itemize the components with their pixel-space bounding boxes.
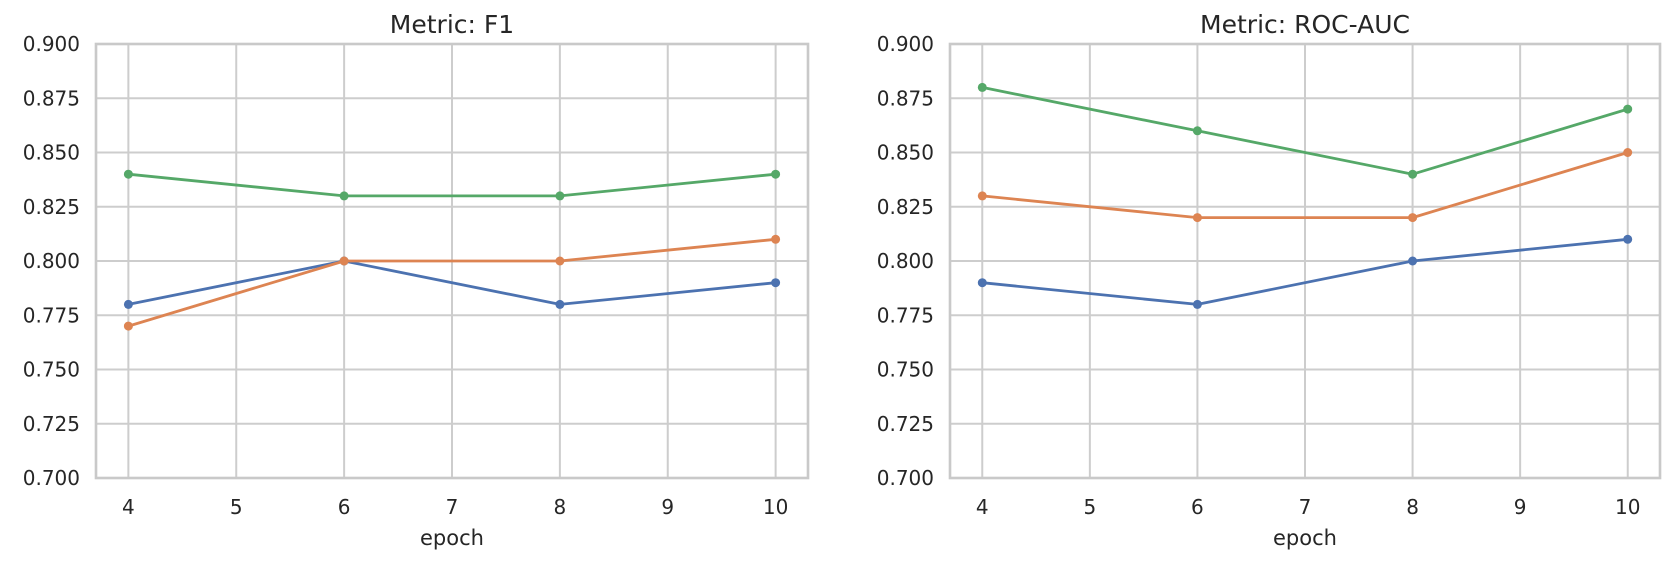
x-tick-label: 8 (1406, 495, 1419, 519)
series-green-marker (1623, 104, 1633, 114)
y-tick-label: 0.900 (23, 32, 80, 56)
x-tick-label: 9 (1514, 495, 1527, 519)
series-orange-line (127, 237, 777, 328)
x-tick-label: 8 (554, 495, 567, 519)
y-tick-label: 0.775 (877, 303, 934, 327)
series-green-marker (977, 82, 987, 92)
series-blue-line (127, 259, 777, 306)
x-tick-label: 7 (1299, 495, 1312, 519)
y-tick-label: 0.850 (877, 141, 934, 165)
y-tick-label: 0.700 (877, 466, 934, 490)
roc-auc-chart-xlabel: epoch (1273, 526, 1337, 550)
y-tick-label: 0.750 (877, 358, 934, 382)
plot-border (94, 42, 810, 480)
x-tick-label: 5 (1083, 495, 1096, 519)
series-green-line (980, 86, 1630, 176)
plot-border (948, 42, 1662, 480)
f1-chart-xlabel: epoch (420, 526, 484, 550)
x-tick-label: 7 (446, 495, 459, 519)
series-orange-marker (977, 191, 987, 201)
roc-auc-chart-title: Metric: ROC-AUC (1200, 10, 1410, 39)
subplot-0: 4 5 6 7 8 9 10 0.700 0.725 0.750 0.775 0.800 0.825 0.… (23, 32, 810, 519)
series-orange-marker (771, 234, 781, 244)
y-tick-label: 0.875 (877, 86, 934, 110)
series-green-marker (123, 169, 133, 179)
y-tick-label: 0.825 (877, 195, 934, 219)
y-tick-label: 0.750 (23, 358, 80, 382)
x-tick-label: 6 (338, 495, 351, 519)
series-green-marker (339, 191, 349, 201)
x-tick-label: 6 (1191, 495, 1204, 519)
x-tick-label: 10 (1615, 495, 1640, 519)
series-blue-marker (1623, 234, 1633, 244)
y-tick-label: 0.900 (877, 32, 934, 56)
x-tick-label: 5 (230, 495, 243, 519)
series-blue-marker (1192, 299, 1202, 309)
x-tick-label: 4 (976, 495, 989, 519)
x-tick-label: 9 (661, 495, 674, 519)
series-blue-marker (555, 299, 565, 309)
series-green-marker (771, 169, 781, 179)
f1-chart-title: Metric: F1 (389, 10, 515, 39)
y-tick-label: 0.700 (23, 466, 80, 490)
y-tick-label: 0.775 (23, 303, 80, 327)
series-orange-marker (1623, 148, 1633, 157)
series-green-marker (1192, 126, 1202, 136)
y-tick-label: 0.725 (23, 412, 80, 436)
series-orange-line (980, 151, 1630, 219)
y-tick-label: 0.850 (23, 141, 80, 165)
series-orange-marker (1192, 213, 1202, 223)
series-orange-marker (339, 256, 349, 266)
y-tick-label: 0.725 (877, 412, 934, 436)
y-tick-label: 0.875 (23, 86, 80, 110)
series-blue-marker (123, 299, 133, 309)
series-blue-line (980, 237, 1630, 306)
series-orange-marker (555, 256, 565, 266)
series-blue-marker (771, 278, 781, 288)
x-tick-label: 4 (122, 495, 135, 519)
series-blue-marker (977, 278, 987, 288)
series-green-marker (555, 191, 565, 201)
series-blue-marker (1408, 256, 1418, 266)
series-green-line (127, 172, 777, 198)
y-tick-label: 0.800 (877, 249, 934, 273)
y-tick-label: 0.800 (23, 249, 80, 273)
series-orange-marker (123, 321, 133, 331)
subplot-1: 4 5 6 7 8 9 10 0.700 0.725 0.750 0.775 0.800 0.825 0.… (877, 32, 1662, 519)
x-tick-label: 10 (763, 495, 788, 519)
series-green-marker (1408, 169, 1418, 179)
series-orange-marker (1408, 213, 1418, 223)
y-tick-label: 0.825 (23, 195, 80, 219)
